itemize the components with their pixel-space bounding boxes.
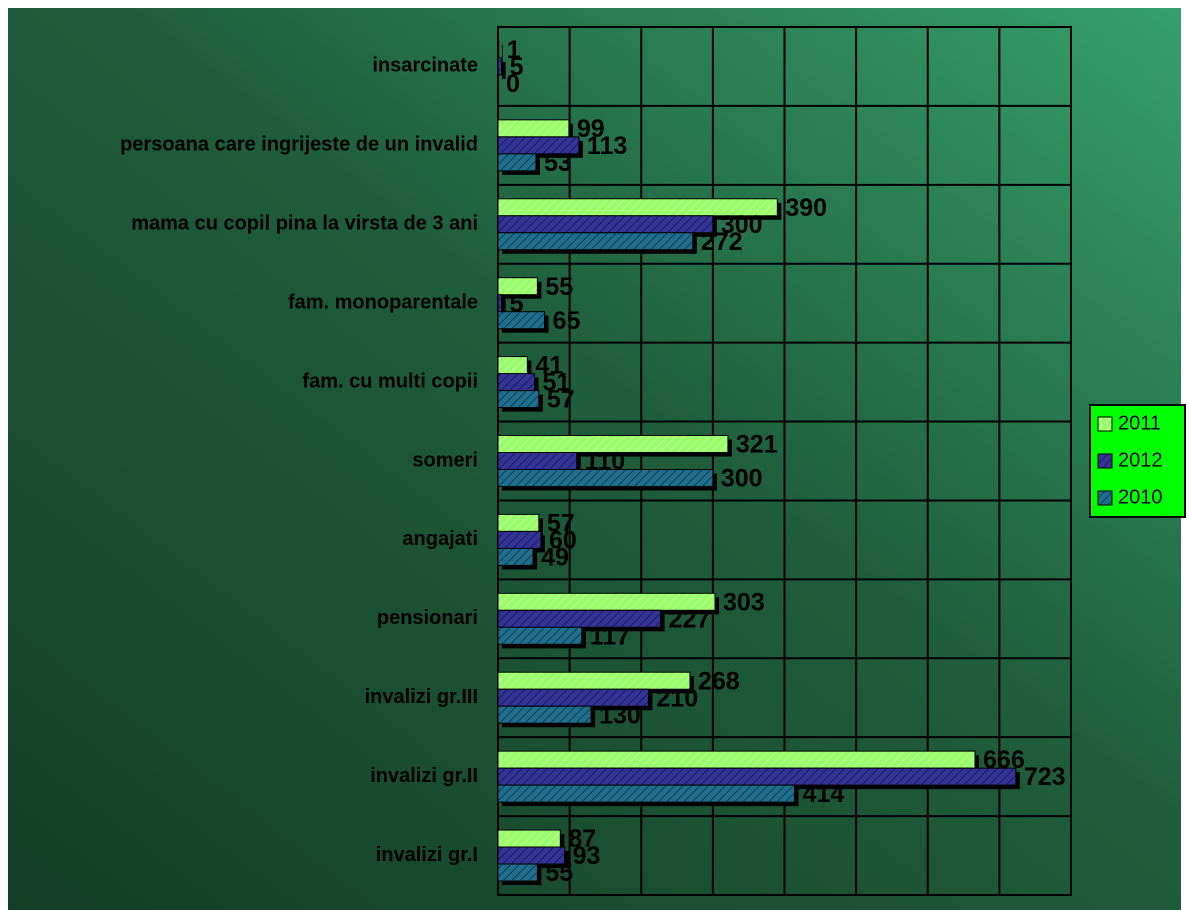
value-label: 300 bbox=[721, 211, 763, 239]
value-label: 390 bbox=[785, 194, 827, 222]
bar bbox=[497, 750, 976, 769]
value-label: 51 bbox=[543, 369, 571, 397]
bar bbox=[497, 57, 503, 76]
legend-swatch bbox=[1097, 490, 1113, 506]
value-label: 117 bbox=[590, 622, 630, 650]
bar bbox=[497, 373, 536, 392]
value-label: 5 bbox=[510, 290, 524, 318]
bar bbox=[497, 829, 561, 848]
bar bbox=[497, 767, 1017, 786]
bar bbox=[497, 705, 592, 724]
category-label: fam. cu multi copii bbox=[302, 370, 478, 392]
category-label: mama cu copil pina la virsta de 3 ani bbox=[131, 213, 478, 235]
value-label: 57 bbox=[547, 386, 575, 414]
value-label: 130 bbox=[599, 701, 641, 729]
value-label: 300 bbox=[721, 465, 763, 493]
bar bbox=[497, 277, 538, 296]
category-label: invalizi gr.I bbox=[376, 844, 478, 866]
legend-swatch bbox=[1097, 416, 1113, 432]
bar bbox=[497, 119, 570, 138]
value-label: 49 bbox=[541, 544, 569, 572]
value-label: 1 bbox=[507, 36, 521, 64]
category-label: pensionari bbox=[377, 607, 478, 629]
category-label: invalizi gr.II bbox=[370, 765, 478, 787]
value-label: 723 bbox=[1024, 763, 1066, 791]
value-label: 268 bbox=[698, 667, 740, 695]
value-label: 303 bbox=[723, 588, 765, 616]
bar-shadow bbox=[502, 61, 506, 79]
bar-shadow bbox=[502, 298, 506, 316]
value-label: 227 bbox=[669, 605, 711, 633]
value-label: 53 bbox=[544, 149, 572, 177]
bar bbox=[497, 609, 662, 628]
value-label: 321 bbox=[736, 431, 778, 459]
value-label: 414 bbox=[803, 780, 845, 808]
bar bbox=[497, 513, 540, 532]
value-label: 57 bbox=[547, 510, 575, 538]
category-label: insarcinate bbox=[372, 55, 478, 77]
bar bbox=[497, 40, 500, 59]
bar bbox=[497, 356, 528, 375]
bar bbox=[497, 530, 542, 549]
category-label: angajati bbox=[402, 528, 478, 550]
value-label: 87 bbox=[568, 825, 596, 853]
bar bbox=[497, 863, 538, 882]
value-label: 93 bbox=[573, 842, 601, 870]
value-label: 60 bbox=[549, 527, 577, 555]
bar bbox=[497, 136, 580, 155]
value-label: 41 bbox=[535, 352, 563, 380]
legend-swatch bbox=[1097, 453, 1113, 469]
legend-label: 2010 bbox=[1118, 486, 1163, 508]
bar bbox=[497, 232, 694, 251]
bar bbox=[497, 469, 714, 487]
category-label: fam. monoparentale bbox=[288, 291, 478, 313]
bar bbox=[497, 784, 796, 803]
legend-label: 2012 bbox=[1118, 449, 1163, 471]
value-label: 5 bbox=[510, 53, 524, 81]
value-label: 55 bbox=[545, 859, 573, 887]
bar bbox=[497, 215, 714, 234]
bar bbox=[497, 435, 729, 453]
bar bbox=[497, 452, 578, 470]
value-label: 99 bbox=[577, 115, 605, 143]
bar bbox=[497, 294, 503, 313]
bar bbox=[497, 390, 540, 409]
value-label: 113 bbox=[587, 132, 627, 160]
legend-label: 2011 bbox=[1118, 412, 1161, 434]
category-label: someri bbox=[412, 449, 478, 471]
value-label: 55 bbox=[545, 273, 573, 301]
bar bbox=[497, 153, 537, 172]
category-label: persoana care ingrijeste de un invalid bbox=[120, 134, 478, 156]
value-label: 0 bbox=[506, 70, 520, 98]
bar-shadow bbox=[502, 44, 503, 62]
bar bbox=[497, 311, 546, 330]
value-label: 210 bbox=[656, 684, 698, 712]
value-label: 65 bbox=[553, 307, 581, 335]
value-label: 272 bbox=[701, 228, 743, 256]
bar bbox=[497, 547, 534, 566]
bar bbox=[497, 626, 583, 645]
category-label: invalizi gr.III bbox=[365, 686, 478, 708]
